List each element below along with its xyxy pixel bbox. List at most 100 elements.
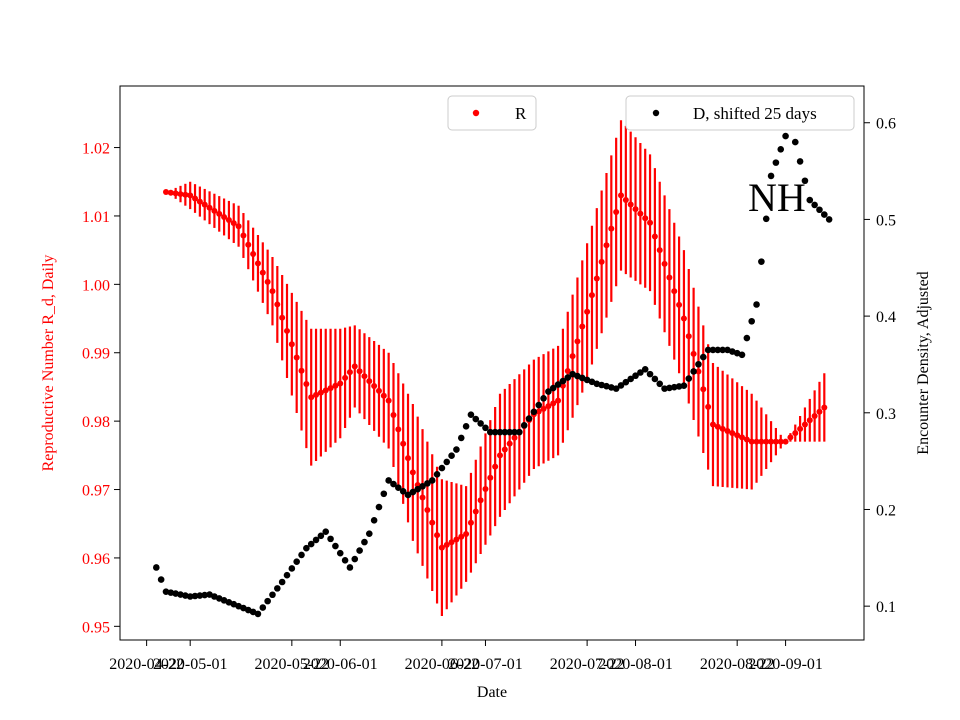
r-point xyxy=(409,469,416,476)
x-tick-label: 2020-09-01 xyxy=(748,656,823,673)
legend-r-box xyxy=(447,95,537,131)
d-point xyxy=(758,258,765,265)
d-point xyxy=(462,423,470,430)
r-point xyxy=(351,363,358,370)
r-point xyxy=(695,368,702,375)
r-point xyxy=(642,215,649,222)
r-point xyxy=(593,275,600,282)
r-point xyxy=(622,196,629,203)
r-point xyxy=(588,292,595,299)
d-point xyxy=(821,211,828,218)
d-point xyxy=(419,482,426,490)
d-point xyxy=(772,159,780,166)
d-point xyxy=(709,346,717,354)
r-point xyxy=(380,392,387,399)
r-point xyxy=(680,315,687,322)
r-point xyxy=(438,544,445,551)
d-point xyxy=(487,428,494,436)
d-point xyxy=(477,420,484,427)
r-point xyxy=(550,400,557,407)
d-point xyxy=(409,488,417,496)
d-point xyxy=(196,592,204,599)
r-point xyxy=(385,397,392,404)
r-point xyxy=(342,374,349,381)
r-point xyxy=(555,397,562,404)
y-axis-right-label: Encounter Density, Adjusted xyxy=(915,271,932,454)
x-tick-label: 2020-06-01 xyxy=(303,656,378,673)
d-point xyxy=(520,422,528,429)
d-point xyxy=(530,408,538,416)
r-point xyxy=(501,446,508,453)
r-point xyxy=(545,403,552,410)
x-tick-label: 2020-08-01 xyxy=(598,656,673,673)
r-point xyxy=(477,497,484,504)
r-point xyxy=(472,508,479,515)
d-point xyxy=(356,547,363,554)
r-point xyxy=(700,386,707,393)
d-point xyxy=(704,346,712,354)
d-point xyxy=(806,196,814,204)
d-point xyxy=(816,206,823,214)
d-point xyxy=(395,484,402,492)
d-point xyxy=(656,380,664,388)
y-right-tick-label: 0.2 xyxy=(876,502,896,519)
r-point xyxy=(797,425,804,432)
r-point xyxy=(574,338,581,345)
y-left-tick-label: 0.99 xyxy=(82,346,110,363)
d-point xyxy=(811,201,818,209)
r-point xyxy=(167,189,174,196)
d-point xyxy=(661,385,668,392)
d-point xyxy=(186,593,194,600)
r-point xyxy=(763,438,770,445)
x-tick-label: 2020-07-01 xyxy=(448,656,523,673)
d-point xyxy=(496,428,504,436)
r-point xyxy=(390,411,397,418)
d-point xyxy=(782,132,789,140)
r-point xyxy=(434,532,441,539)
r-point xyxy=(356,368,363,375)
r-point xyxy=(816,408,823,415)
d-point xyxy=(157,576,165,583)
r-point xyxy=(298,367,305,374)
d-point xyxy=(264,597,271,605)
d-point xyxy=(269,591,276,599)
x-tick-label: 2020-06-22 xyxy=(405,656,480,673)
r-point xyxy=(172,190,179,197)
r-point xyxy=(724,427,731,434)
d-point xyxy=(501,428,509,436)
d-point xyxy=(762,215,770,223)
d-point xyxy=(675,383,683,390)
d-point xyxy=(443,458,451,466)
r-point xyxy=(777,438,784,445)
d-point xyxy=(259,604,267,611)
r-point xyxy=(225,217,232,224)
d-point xyxy=(399,488,407,495)
r-point xyxy=(196,198,203,205)
x-tick-label: 2020-04-22 xyxy=(109,656,184,673)
d-point xyxy=(153,564,160,571)
r-point xyxy=(322,387,329,394)
d-point xyxy=(322,528,330,536)
r-point xyxy=(748,438,755,445)
r-point xyxy=(676,301,683,308)
x-tick-label: 2020-05-22 xyxy=(255,656,330,673)
r-point xyxy=(458,533,465,540)
r-point xyxy=(264,278,271,285)
d-point xyxy=(414,485,421,493)
r-point xyxy=(801,421,808,428)
y-right-tick-label: 0.6 xyxy=(876,116,896,133)
r-point xyxy=(487,474,494,481)
r-point xyxy=(235,223,242,230)
d-point xyxy=(637,369,644,376)
d-point xyxy=(424,480,431,487)
d-point xyxy=(791,138,799,146)
r-point xyxy=(303,380,310,387)
r-point xyxy=(313,391,320,398)
d-point xyxy=(448,452,455,460)
d-point xyxy=(641,365,649,373)
y-right-tick-label: 0.4 xyxy=(876,309,896,326)
r-point xyxy=(806,417,813,424)
r-point xyxy=(284,327,291,334)
r-point xyxy=(467,519,474,526)
